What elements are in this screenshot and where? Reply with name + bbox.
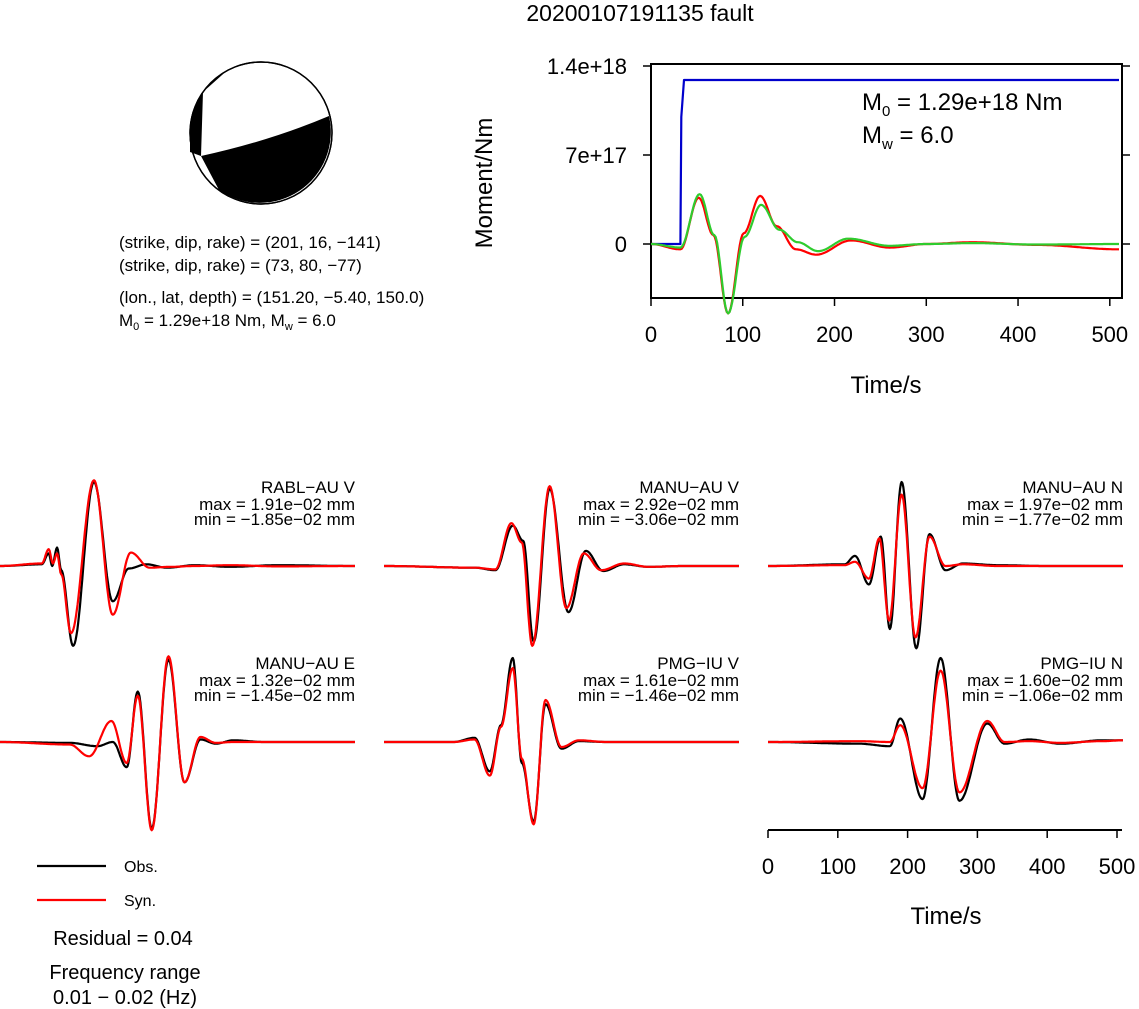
synthetic-waveform [767, 669, 1124, 794]
waveform-min-text: min = −1.77e−02 mm [962, 510, 1123, 529]
waveform-time-axis: 0 100 200 300 400 500 [762, 829, 1136, 879]
frequency-range-value: 0.01 − 0.02 (Hz) [53, 987, 197, 1009]
moment-xtick-label: 300 [908, 322, 945, 347]
waveform-max-text: max = 1.91e−02 mm [199, 495, 355, 514]
waveform-label-text: MANU−AU E [255, 654, 355, 673]
moment-summary: M0 = 1.29e+18 Nm, Mw = 6.0 [119, 311, 336, 333]
moment-ytick-label: 7e+17 [565, 143, 627, 168]
waveform-xtick-label: 400 [1029, 854, 1066, 879]
waveform-label-text: PMG−IU N [1040, 654, 1123, 673]
moment-rate-line-1 [651, 194, 1119, 315]
waveform-xlabel: Time/s [910, 903, 981, 930]
nodal-plane-2: (strike, dip, rake) = (73, 80, −77) [119, 256, 362, 275]
waveform-label-text: RABL−AU V [261, 478, 356, 497]
beachball-icon [189, 61, 333, 205]
waveform-label-text: PMG−IU V [657, 654, 739, 673]
moment-plot-frame [650, 63, 1123, 299]
legend-obs-label: Obs. [124, 859, 158, 876]
waveform-min-text: min = −1.85e−02 mm [194, 510, 355, 529]
waveform-xtick-label: 500 [1099, 854, 1136, 879]
legend-syn-label: Syn. [124, 893, 156, 910]
residual-text: Residual = 0.04 [53, 928, 193, 950]
waveform-xtick-label: 100 [819, 854, 856, 879]
waveform-label-text: MANU−AU N [1022, 478, 1123, 497]
waveform-min-text: min = −3.06e−02 mm [578, 510, 739, 529]
moment-xtick-label: 0 [645, 322, 657, 347]
waveform-label-text: MANU−AU V [639, 478, 739, 497]
waveform-max-text: max = 2.92e−02 mm [583, 495, 739, 514]
moment-rate-line-2 [651, 193, 1119, 315]
moment-xtick-label: 200 [816, 322, 853, 347]
moment-xtick-label: 500 [1091, 322, 1128, 347]
legend: Obs. Syn. [37, 859, 158, 910]
moment-annotation-m0: M0 = 1.29e+18 Nm [862, 89, 1062, 120]
synthetic-waveform [767, 493, 1124, 639]
waveform-min-text: min = −1.06e−02 mm [962, 686, 1123, 705]
waveform-max-text: max = 1.61e−02 mm [583, 671, 739, 690]
waveform-max-text: max = 1.97e−02 mm [967, 495, 1123, 514]
moment-ytick-label: 1.4e+18 [547, 54, 627, 79]
waveform-min-text: min = −1.45e−02 mm [194, 686, 355, 705]
synthetic-waveform [0, 655, 356, 832]
moment-xtick-label: 100 [724, 322, 761, 347]
synthetic-waveform [0, 479, 356, 635]
moment-ytick-label: 0 [615, 232, 627, 257]
moment-annotation-mw: Mw = 6.0 [862, 122, 954, 153]
cumulative-moment-line [651, 78, 1119, 246]
hypocenter-location: (lon., lat, depth) = (151.20, −5.40, 150… [119, 288, 424, 307]
moment-xtick-label: 400 [1000, 322, 1037, 347]
waveform-max-text: max = 1.60e−02 mm [967, 671, 1123, 690]
moment-xlabel: Time/s [850, 372, 921, 399]
waveform-min-text: min = −1.46e−02 mm [578, 686, 739, 705]
waveform-xtick-label: 200 [889, 854, 926, 879]
frequency-range-label: Frequency range [49, 962, 200, 984]
moment-ylabel: Moment/Nm [471, 118, 498, 249]
waveform-xtick-label: 300 [959, 854, 996, 879]
waveform-xtick-label: 0 [762, 854, 774, 879]
nodal-plane-1: (strike, dip, rake) = (201, 16, −141) [119, 233, 381, 252]
synthetic-waveform [383, 667, 740, 826]
waveform-max-text: max = 1.32e−02 mm [199, 671, 355, 690]
synthetic-waveform [383, 485, 740, 647]
figure-title: 20200107191135 fault [526, 0, 754, 26]
